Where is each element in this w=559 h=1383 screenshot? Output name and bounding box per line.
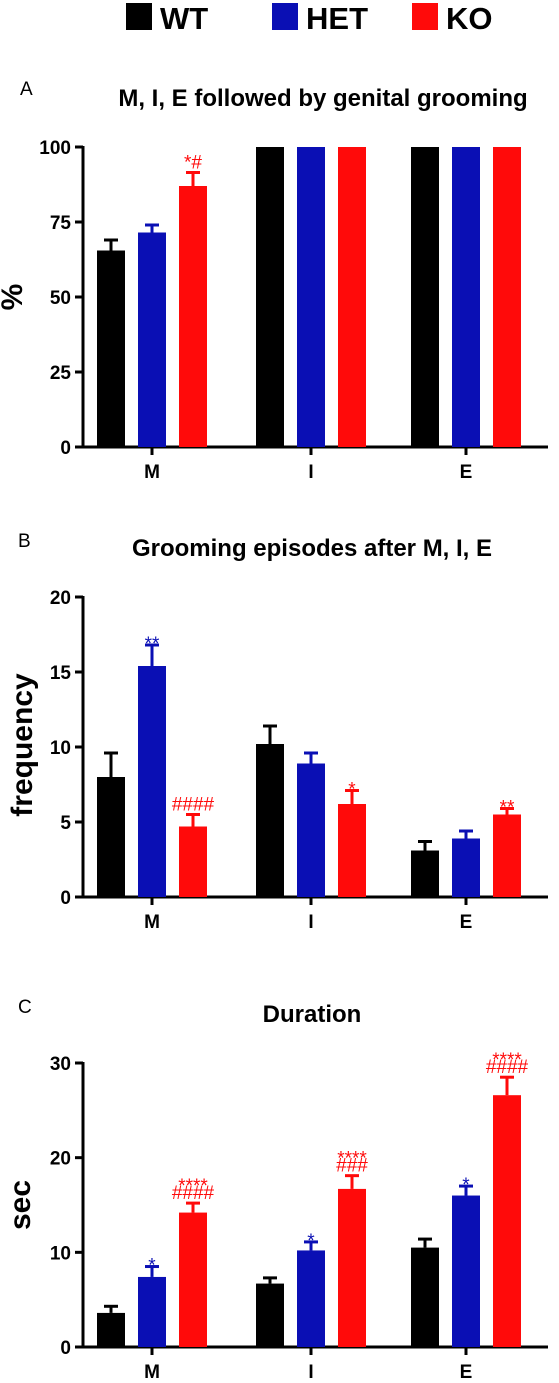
significance-line: *# <box>184 153 202 174</box>
panel-letter: A <box>20 79 33 100</box>
bar-ko-i <box>338 804 366 897</box>
bar-ko-e <box>493 814 521 897</box>
x-tick-label: I <box>308 462 313 483</box>
y-tick-label: 50 <box>50 288 71 309</box>
x-tick-label: M <box>144 462 160 483</box>
y-tick-label: 25 <box>50 363 72 384</box>
x-tick-label: E <box>460 462 473 483</box>
y-tick-label: 75 <box>50 213 72 234</box>
bar-ko-e <box>493 1095 521 1347</box>
bar-het-m <box>138 232 166 447</box>
y-tick-label: 0 <box>60 888 71 909</box>
legend: WT HET KO <box>126 1 493 36</box>
x-tick-label: E <box>460 1362 473 1383</box>
bar-ko-m <box>179 1212 207 1347</box>
bar-wt-m <box>97 777 125 897</box>
y-tick-label: 0 <box>60 1338 71 1359</box>
bar-wt-i <box>256 744 284 897</box>
x-tick-label: I <box>308 912 313 933</box>
significance-label: *# <box>184 153 202 174</box>
bar-wt-e <box>411 850 439 897</box>
bar-ko-m <box>179 826 207 897</box>
significance-line: ### <box>336 1156 368 1177</box>
bar-ko-i <box>338 147 366 447</box>
legend-label-het: HET <box>306 1 368 36</box>
chart-title: M, I, E followed by genital grooming <box>118 85 527 112</box>
significance-label: ** <box>145 634 160 655</box>
x-tick-label: M <box>144 1362 160 1383</box>
legend-label-wt: WT <box>160 1 208 36</box>
y-tick-label: 20 <box>50 588 71 609</box>
bar-wt-m <box>97 1312 125 1347</box>
legend-swatch-ko <box>412 3 438 30</box>
significance-label: ** <box>500 798 515 819</box>
y-tick-label: 0 <box>60 438 71 459</box>
bar-het-e <box>452 147 480 447</box>
bar-wt-m <box>97 250 125 447</box>
significance-label: ###**** <box>336 1149 368 1177</box>
x-tick-label: M <box>144 912 160 933</box>
legend-swatch-wt <box>126 3 152 30</box>
significance-line: **** <box>492 1050 522 1071</box>
bar-het-e <box>452 1195 480 1347</box>
significance-line: * <box>148 1256 156 1277</box>
bar-het-i <box>297 763 325 897</box>
significance-line: ** <box>500 798 515 819</box>
bar-het-i <box>297 1250 325 1347</box>
y-tick-label: 5 <box>60 813 71 834</box>
bar-wt-e <box>411 1247 439 1347</box>
bar-het-i <box>297 147 325 447</box>
bar-het-e <box>452 838 480 897</box>
significance-label: * <box>462 1175 470 1196</box>
legend-label-ko: KO <box>446 1 493 36</box>
bar-ko-e <box>493 147 521 447</box>
significance-label: ####**** <box>172 1176 215 1204</box>
significance-line: **** <box>178 1176 208 1197</box>
y-tick-label: 20 <box>50 1149 71 1170</box>
x-tick-label: I <box>308 1362 313 1383</box>
panel-letter: C <box>18 997 32 1018</box>
bar-wt-e <box>411 147 439 447</box>
bar-ko-i <box>338 1188 366 1347</box>
y-tick-label: 10 <box>50 1243 71 1264</box>
significance-line: #### <box>172 1183 215 1204</box>
chart-panels: A M, I, E followed by genital grooming% 0 2… <box>0 79 548 1383</box>
bar-het-m <box>138 666 166 897</box>
y-axis-label: sec <box>4 1180 37 1230</box>
y-tick-label: 30 <box>50 1054 71 1075</box>
significance-line: * <box>348 780 356 801</box>
bar-ko-m <box>179 186 207 447</box>
bar-wt-i <box>256 1283 284 1347</box>
significance-label: * <box>148 1256 156 1277</box>
x-tick-label: E <box>460 912 473 933</box>
y-tick-label: 10 <box>50 738 71 759</box>
panel-b: B Grooming episodes after M, I, E frequenc… <box>6 531 548 933</box>
y-tick-label: 15 <box>50 663 72 684</box>
y-axis-label: frequency <box>6 673 39 817</box>
bar-wt-i <box>256 147 284 447</box>
significance-line: * <box>307 1231 315 1252</box>
significance-label: * <box>348 780 356 801</box>
y-tick-label: 100 <box>39 138 71 159</box>
significance-line: ** <box>145 634 160 655</box>
significance-line: #### <box>486 1057 529 1078</box>
chart-title: Grooming episodes after M, I, E <box>132 535 492 562</box>
significance-line: #### <box>172 795 215 816</box>
legend-swatch-het <box>272 3 298 30</box>
significance-label: * <box>307 1231 315 1252</box>
significance-line: **** <box>337 1149 367 1170</box>
significance-label: ####**** <box>486 1050 529 1078</box>
significance-line: * <box>462 1175 470 1196</box>
chart-title: Duration <box>263 1001 362 1028</box>
y-axis-label: % <box>0 284 29 311</box>
bar-het-m <box>138 1276 166 1347</box>
panel-a: A M, I, E followed by genital grooming% 0 2… <box>0 79 548 483</box>
panel-letter: B <box>18 531 31 552</box>
significance-label: #### <box>172 795 215 816</box>
